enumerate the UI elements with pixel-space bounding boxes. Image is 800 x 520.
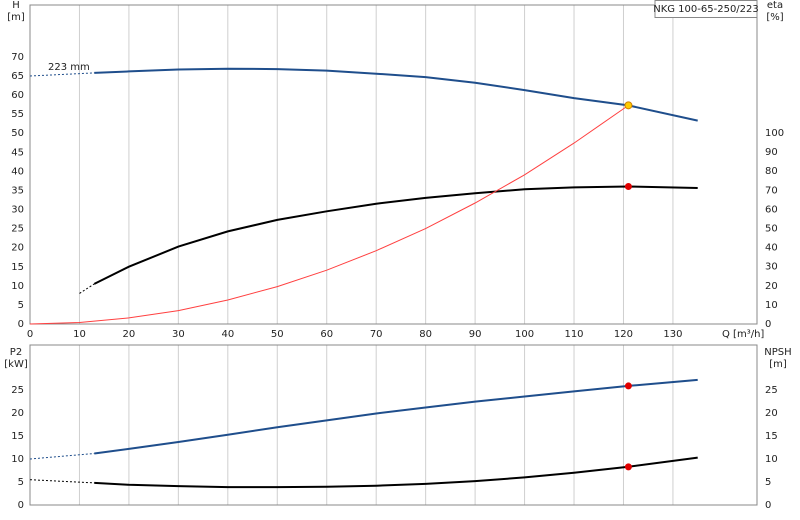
y-tick-label: 55 (11, 109, 24, 120)
y-axis-label: P2 (10, 347, 22, 358)
y-tick-label: 50 (11, 128, 24, 139)
y2-tick-label: 50 (765, 223, 778, 234)
plot-frame (29, 344, 758, 506)
y-tick-label: 35 (11, 185, 24, 196)
y-tick-label: 40 (11, 166, 24, 177)
x-tick-label: 50 (271, 329, 284, 340)
x-tick-label: 20 (123, 329, 136, 340)
x-tick-label: 100 (515, 329, 534, 340)
x-tick-label: 110 (564, 329, 583, 340)
x-tick-label: 80 (419, 329, 432, 340)
curve (94, 456, 698, 489)
x-tick-label: 70 (370, 329, 383, 340)
y-axis-label: [m] (7, 12, 25, 23)
duty-point (624, 463, 632, 471)
curve (29, 104, 629, 325)
curve (79, 283, 95, 294)
y2-tick-label: 5 (765, 477, 771, 488)
y-tick-label: 20 (11, 408, 24, 419)
x-axis-label: Q [m³/h] (722, 329, 764, 340)
x-tick-label: 60 (320, 329, 333, 340)
curve (94, 67, 698, 122)
y2-tick-label: 60 (765, 204, 778, 215)
title-box (654, 0, 758, 18)
y2-tick-label: 20 (765, 408, 778, 419)
y2-tick-label: 30 (765, 262, 778, 273)
y-tick-label: 20 (11, 243, 24, 254)
y2-tick-label: 100 (765, 128, 784, 139)
y2-tick-label: 10 (765, 300, 778, 311)
x-tick-label: 0 (27, 329, 33, 340)
y2-axis-label: eta (767, 0, 783, 11)
curve (93, 185, 698, 285)
curve (29, 72, 95, 77)
y-tick-label: 10 (11, 454, 24, 465)
y-tick-label: 25 (11, 385, 24, 396)
x-tick-label: 120 (614, 329, 633, 340)
y-tick-label: 0 (18, 500, 24, 511)
y-tick-label: 60 (11, 90, 24, 101)
y-tick-label: 10 (11, 281, 24, 292)
y-axis-label: [kW] (4, 359, 28, 370)
chart-title: NKG 100-65-250/223 (653, 4, 759, 15)
y2-axis-label: [%] (766, 12, 783, 23)
duty-point (624, 101, 633, 110)
x-tick-label: 130 (663, 329, 682, 340)
y2-tick-label: 40 (765, 243, 778, 254)
x-tick-label: 30 (172, 329, 185, 340)
duty-point (624, 382, 632, 390)
x-tick-label: 90 (469, 329, 482, 340)
y-tick-label: 45 (11, 147, 24, 158)
duty-point (624, 182, 632, 190)
y2-tick-label: 15 (765, 431, 778, 442)
curve (29, 453, 95, 460)
curve-annotation: 223 mm (48, 62, 90, 73)
y-tick-label: 15 (11, 431, 24, 442)
curve (29, 479, 95, 484)
y2-tick-label: 70 (765, 185, 778, 196)
y-tick-label: 70 (11, 52, 24, 63)
y-tick-label: 0 (18, 319, 24, 330)
y-axis-label: H (12, 0, 20, 11)
y2-tick-label: 0 (765, 319, 771, 330)
curve (94, 378, 698, 455)
y2-tick-label: 10 (765, 454, 778, 465)
y2-tick-label: 90 (765, 147, 778, 158)
plot-frame (29, 4, 758, 325)
y2-tick-label: 80 (765, 166, 778, 177)
y-tick-label: 30 (11, 205, 24, 216)
y2-tick-label: 20 (765, 281, 778, 292)
y2-tick-label: 0 (765, 500, 771, 511)
x-tick-label: 10 (73, 329, 86, 340)
x-tick-label: 40 (221, 329, 234, 340)
y-tick-label: 5 (18, 477, 24, 488)
y-tick-label: 15 (11, 262, 24, 273)
y2-axis-label: NPSH (764, 347, 791, 358)
y-tick-label: 65 (11, 71, 24, 82)
y-tick-label: 25 (11, 224, 24, 235)
y-tick-label: 5 (18, 300, 24, 311)
y2-tick-label: 25 (765, 385, 778, 396)
y2-axis-label: [m] (769, 359, 787, 370)
